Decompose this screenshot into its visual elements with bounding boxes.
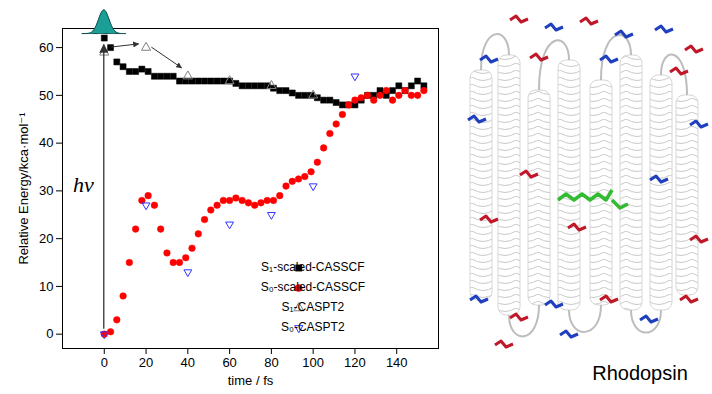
svg-text:100: 100: [302, 355, 324, 370]
svg-text:S₀-CASPT2: S₀-CASPT2: [281, 320, 345, 334]
svg-text:50: 50: [39, 88, 53, 103]
svg-text:60: 60: [39, 40, 53, 55]
svg-text:20: 20: [39, 231, 53, 246]
svg-text:Rhodopsin: Rhodopsin: [592, 362, 688, 384]
svg-text:40: 40: [181, 355, 195, 370]
svg-text:40: 40: [39, 135, 53, 150]
svg-text:20: 20: [139, 355, 153, 370]
svg-text:time / fs: time / fs: [228, 373, 274, 388]
svg-text:S₁-CASPT2: S₁-CASPT2: [281, 300, 344, 314]
svg-text:30: 30: [39, 183, 53, 198]
svg-text:hν: hν: [73, 172, 94, 197]
svg-text:0: 0: [101, 355, 108, 370]
svg-text:60: 60: [222, 355, 236, 370]
svg-text:S₁-scaled-CASSCF: S₁-scaled-CASSCF: [261, 260, 364, 274]
svg-text:120: 120: [344, 355, 366, 370]
svg-text:80: 80: [264, 355, 278, 370]
svg-text:140: 140: [386, 355, 408, 370]
svg-text:0: 0: [46, 326, 53, 341]
svg-text:10: 10: [39, 279, 53, 294]
svg-text:S₀-scaled-CASSCF: S₀-scaled-CASSCF: [261, 280, 365, 294]
svg-text:Relative Energy/kca·mol⁻¹: Relative Energy/kca·mol⁻¹: [16, 112, 31, 265]
